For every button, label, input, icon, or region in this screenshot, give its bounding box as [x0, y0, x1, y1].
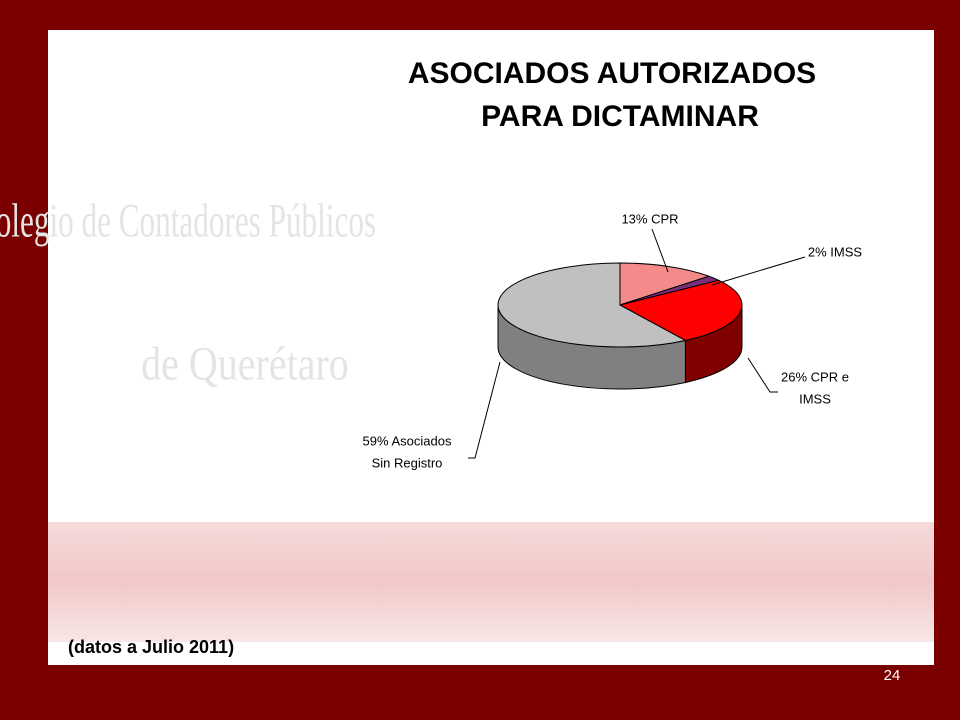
chart-title: ASOCIADOS AUTORIZADOS: [408, 57, 816, 90]
leader-line: [747, 357, 778, 393]
leader-line: [468, 361, 501, 459]
page-number: 24: [884, 667, 901, 684]
pie: 13% CPR 2% IMSS 26% CPR e IMSS 59% Asociados…: [363, 211, 863, 470]
pie-slice: [618, 279, 743, 341]
data-label: IMSS: [799, 391, 831, 406]
data-label: 26% CPR e: [781, 369, 849, 384]
note: (datos a Julio 2011): [68, 637, 234, 657]
data-label: 59% Asociados: [363, 433, 452, 448]
data-label: 2% IMSS: [808, 244, 863, 259]
pie-slice: [619, 262, 711, 306]
leader-line: [711, 256, 806, 286]
pie-slice: [497, 262, 687, 348]
data-label: 13% CPR: [621, 211, 678, 226]
watermark: de Querétaro: [141, 337, 349, 390]
chart-title: PARA DICTAMINAR: [481, 100, 759, 133]
decor-band: [48, 522, 934, 642]
data-label: Sin Registro: [372, 455, 443, 470]
leader-line: [651, 228, 669, 273]
watermark: Colegio de Contadores Públicos: [0, 194, 376, 247]
